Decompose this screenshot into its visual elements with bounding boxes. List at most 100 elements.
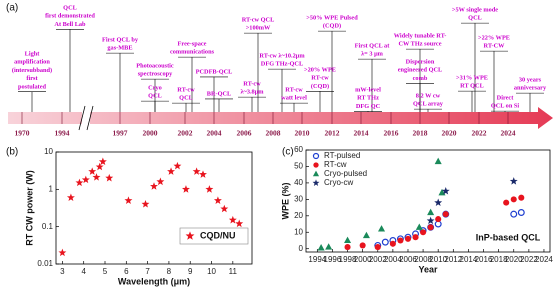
x-tick-label: 11 xyxy=(229,267,238,276)
event-text: anniversary xyxy=(514,85,547,92)
marker xyxy=(124,196,133,204)
year-label: 1997 xyxy=(113,129,128,138)
x-tick-label: 2014 xyxy=(460,255,478,264)
legend-label: Cryo-cw xyxy=(324,178,354,187)
event-text: QCL on Si xyxy=(491,103,520,110)
event-text: (intersubband) xyxy=(12,67,52,74)
marker xyxy=(182,185,190,193)
event-text: comb xyxy=(413,75,428,82)
legend-label: CQD/NU xyxy=(200,230,236,240)
event-text: λ= 3 μm xyxy=(361,51,384,58)
axis-break-line xyxy=(86,105,94,131)
event-text: QCL xyxy=(468,15,482,22)
marker xyxy=(167,167,175,175)
event-text: (CQD) xyxy=(311,83,329,90)
marker xyxy=(205,185,214,193)
marker xyxy=(235,219,244,228)
legend-label: Cryo-pulsed xyxy=(324,169,367,178)
marker xyxy=(362,231,370,239)
x-tick-label: 2000 xyxy=(354,255,372,264)
year-label: 2012 xyxy=(325,129,340,138)
marker xyxy=(95,162,104,171)
event-text: watt level xyxy=(281,95,307,102)
x-tick-label: 1996 xyxy=(324,255,342,264)
marker xyxy=(518,194,525,201)
marker xyxy=(426,216,435,225)
year-label: 2004 xyxy=(207,129,222,138)
year-label: 2010 xyxy=(295,129,310,138)
event-text: >50% WPE Pulsed xyxy=(306,14,358,21)
marker xyxy=(312,152,320,160)
marker xyxy=(199,170,207,178)
x-axis-label: Year xyxy=(418,264,438,274)
marker xyxy=(381,238,389,246)
marker xyxy=(317,244,325,251)
timeline-arrow xyxy=(8,107,553,129)
event-text: RT THz xyxy=(357,95,379,102)
marker xyxy=(344,236,352,244)
event-text: RT-CW xyxy=(484,43,506,50)
year-label: 1970 xyxy=(15,129,30,138)
event-text: communications xyxy=(170,49,215,56)
marker xyxy=(427,224,434,231)
event-text: amplification xyxy=(14,59,50,66)
x-tick-label: 5 xyxy=(103,267,108,276)
x-tick-label: 2016 xyxy=(475,255,493,264)
year-label: 2000 xyxy=(143,129,158,138)
marker xyxy=(312,170,320,177)
year-label: 2002 xyxy=(178,129,193,138)
year-label: 2006 xyxy=(237,129,252,138)
event-text: Photoacoustic xyxy=(136,62,174,69)
event-text: RT-cw QCL xyxy=(242,16,275,23)
marker xyxy=(88,167,97,175)
marker xyxy=(220,204,229,213)
panel-label: (c) xyxy=(282,147,294,158)
event-text: QCL xyxy=(148,93,162,100)
y-tick-label: 10 xyxy=(294,227,303,236)
x-tick-label: 8 xyxy=(167,267,172,276)
event-text: Light xyxy=(25,50,41,57)
plot-frame xyxy=(55,151,253,265)
marker xyxy=(404,235,412,242)
event-text: QCL xyxy=(179,95,193,102)
marker xyxy=(344,244,351,251)
event-text: RT-cw xyxy=(243,80,261,87)
marker xyxy=(185,231,195,240)
event-text: BR-QCL xyxy=(207,90,232,97)
event-text: >100mW xyxy=(246,25,271,32)
y-tick-label: 40 xyxy=(294,178,303,187)
marker xyxy=(510,210,518,218)
x-tick-label: 2020 xyxy=(505,255,523,264)
marker xyxy=(359,242,366,249)
event-text: First QCL at xyxy=(355,42,391,49)
panel-label: (b) xyxy=(6,147,18,158)
legend-label: RT-cw xyxy=(324,160,347,169)
event-text: RT-cw λ~10.2μm xyxy=(259,52,305,59)
marker xyxy=(66,193,75,201)
x-tick-label: 3 xyxy=(60,267,65,276)
marker xyxy=(442,211,449,218)
event-text: RT-cw xyxy=(311,75,329,82)
marker xyxy=(105,173,114,182)
y-tick-label: 1 xyxy=(49,184,54,193)
year-label: 1994 xyxy=(55,129,70,138)
x-tick-label: 10 xyxy=(207,267,216,276)
x-tick-label: 2010 xyxy=(429,255,447,264)
event-text: first xyxy=(26,75,38,82)
marker xyxy=(312,179,320,186)
event-text: (CQD) xyxy=(323,23,341,30)
y-tick-label: 0 xyxy=(299,244,304,253)
event-text: postulated xyxy=(18,83,46,90)
marker xyxy=(509,177,518,185)
event-text: At Bell Lab xyxy=(54,21,86,28)
event-text: mW-level xyxy=(355,86,381,93)
event-text: Widely tunable RT- xyxy=(394,32,447,39)
marker xyxy=(374,244,381,251)
marker xyxy=(58,248,67,257)
x-tick-label: 2004 xyxy=(384,255,402,264)
event-text: Direct xyxy=(497,94,515,101)
event-text: Free-space xyxy=(178,40,207,47)
axis-break xyxy=(82,108,90,128)
legend-label: RT-pulsed xyxy=(324,151,360,160)
marker xyxy=(192,167,201,175)
